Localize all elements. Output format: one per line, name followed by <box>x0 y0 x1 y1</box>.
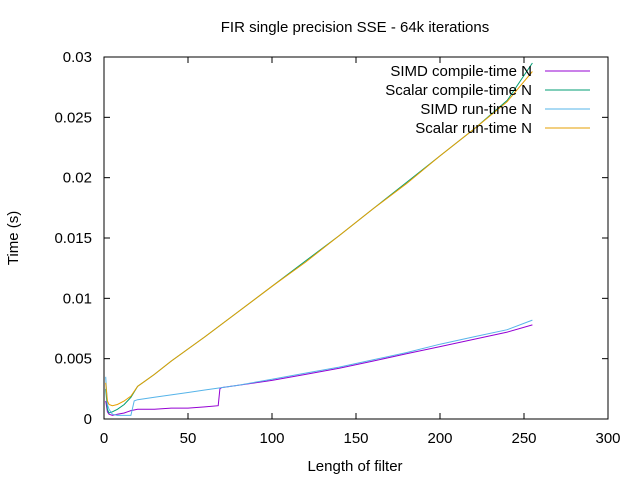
y-tick-label: 0 <box>84 411 92 428</box>
legend: SIMD compile-time N Scalar compile-time N… <box>385 63 590 137</box>
y-tick-label: 0.02 <box>63 170 92 187</box>
x-tick-label: 100 <box>259 430 284 447</box>
series-line-3 <box>105 319 533 416</box>
series-line-1 <box>105 324 533 416</box>
x-tick-label: 150 <box>343 430 368 447</box>
x-tick-label: 200 <box>427 430 452 447</box>
legend-label-4: Scalar run-time N <box>415 120 532 137</box>
axis-ticks: 0 50 100 150 200 250 300 0 0.005 0.01 0.015 0.02 0.0… <box>54 49 620 447</box>
y-tick-label: 0.025 <box>54 109 92 126</box>
legend-label-1: SIMD compile-time N <box>390 63 532 80</box>
chart-title: FIR single precision SSE - 64k iteration… <box>221 19 489 36</box>
y-tick-label: 0.01 <box>63 290 92 307</box>
y-tick-label: 0.005 <box>54 351 92 368</box>
legend-label-2: Scalar compile-time N <box>385 82 532 99</box>
x-tick-label: 250 <box>511 430 536 447</box>
y-axis-label: Time (s) <box>5 211 22 265</box>
y-tick-label: 0.03 <box>63 49 92 66</box>
legend-label-3: SIMD run-time N <box>420 101 532 118</box>
y-tick-label: 0.015 <box>54 230 92 247</box>
series-layer <box>105 62 533 416</box>
x-tick-label: 300 <box>595 430 620 447</box>
x-axis-label: Length of filter <box>307 458 402 475</box>
series-line-4 <box>105 71 533 407</box>
x-tick-label: 0 <box>100 430 108 447</box>
x-tick-label: 50 <box>180 430 197 447</box>
